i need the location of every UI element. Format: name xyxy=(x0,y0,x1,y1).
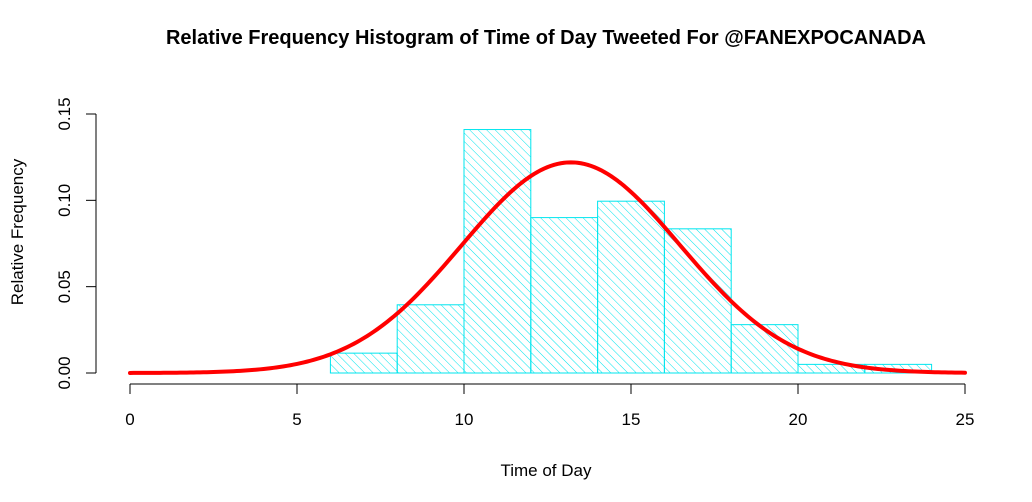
histogram-bar-6 xyxy=(663,228,732,374)
chart-title: Relative Frequency Histogram of Time of … xyxy=(166,27,926,49)
x-tick-label: 10 xyxy=(455,410,474,429)
x-axis-label: Time of Day xyxy=(500,461,592,480)
histogram-bars xyxy=(329,129,933,374)
histogram-bar-2 xyxy=(396,304,465,374)
y-tick-label: 0.10 xyxy=(55,184,74,217)
histogram-bar-7 xyxy=(730,324,799,374)
x-tick-label: 0 xyxy=(125,410,134,429)
density-curve-layer xyxy=(128,160,967,375)
histogram-bar-4 xyxy=(530,217,599,374)
y-axis-label: Relative Frequency xyxy=(8,158,27,305)
x-tick-label: 15 xyxy=(622,410,641,429)
histogram-bar-5 xyxy=(597,200,665,374)
x-tick-label: 5 xyxy=(292,410,301,429)
y-tick-label: 0.05 xyxy=(55,270,74,303)
y-tick-label: 0.00 xyxy=(55,356,74,389)
density-curve xyxy=(128,160,967,375)
histogram-bar-3 xyxy=(463,129,532,374)
histogram-bar-1 xyxy=(329,352,398,374)
x-axis: 0 5 10 15 20 25 xyxy=(125,383,975,429)
y-axis: 0.00 0.05 0.10 0.15 xyxy=(55,97,97,390)
y-tick-label: 0.15 xyxy=(55,97,74,130)
x-tick-label: 20 xyxy=(789,410,808,429)
x-tick-label: 25 xyxy=(956,410,975,429)
